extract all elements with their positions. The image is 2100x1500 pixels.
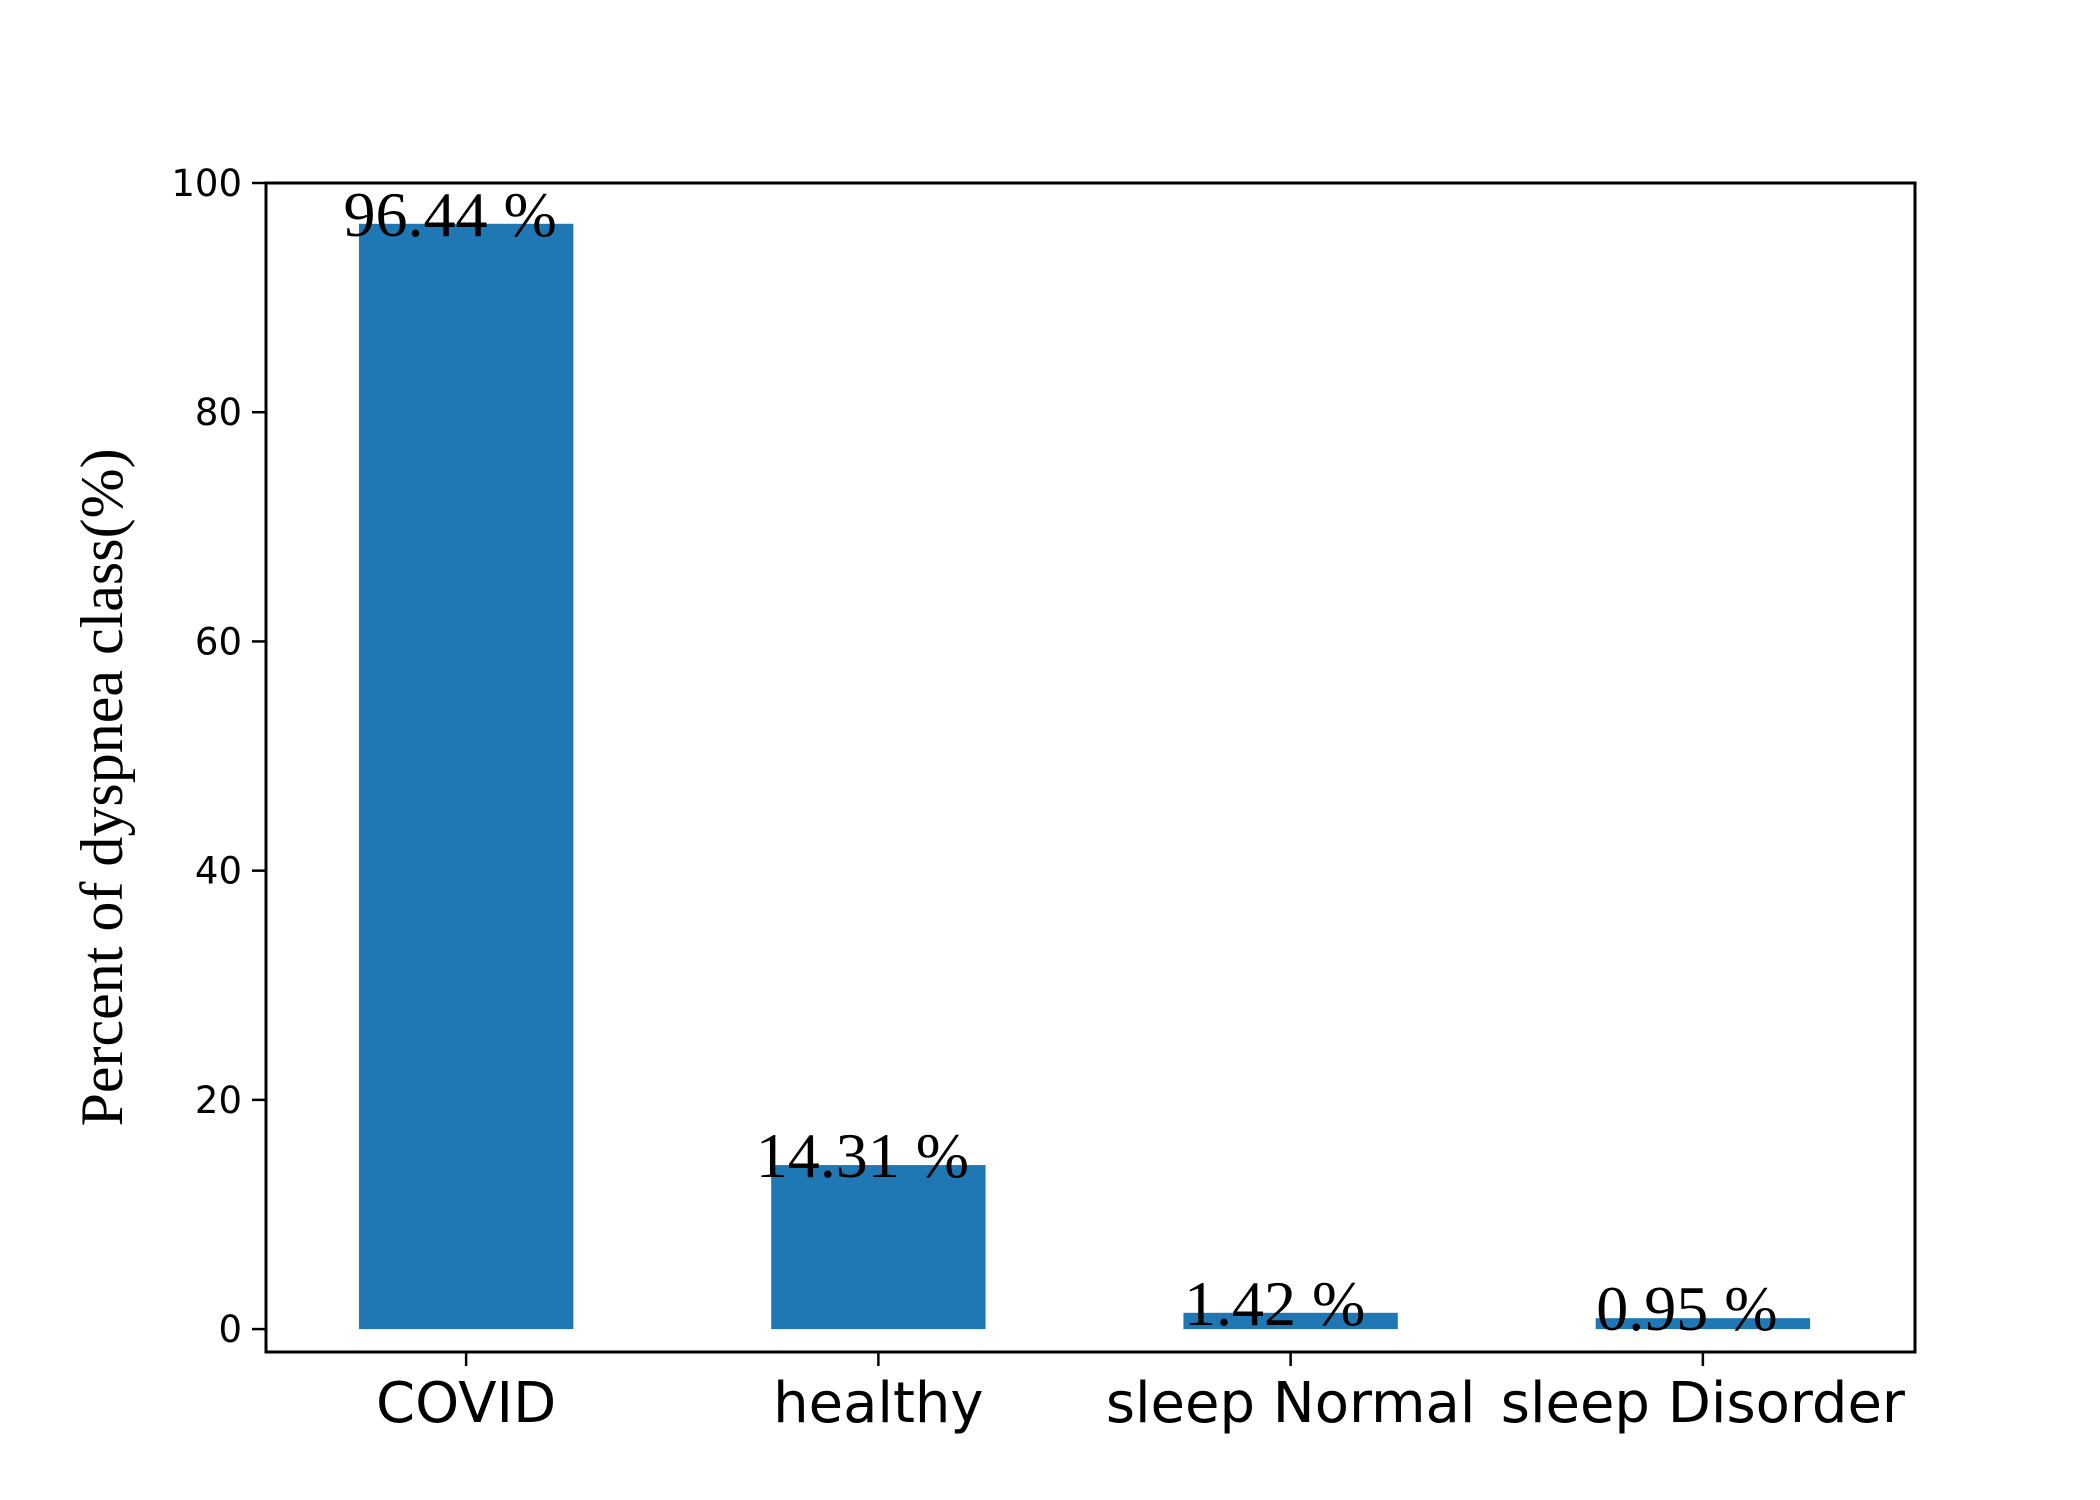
x-tick-label: sleep Normal <box>1106 1371 1476 1436</box>
bar-sleep-normal <box>1183 1312 1398 1330</box>
y-tick-label: 0 <box>218 1308 242 1351</box>
y-tick-label: 80 <box>195 391 242 434</box>
y-axis-ticks: 0 20 40 60 80 100 <box>171 162 266 1351</box>
x-tick-label: sleep Disorder <box>1501 1371 1906 1436</box>
plot-frame <box>264 181 1917 1354</box>
bar-value-label: 0.95 % <box>1596 1273 1777 1344</box>
bar-healthy <box>771 1165 986 1330</box>
y-tick-label: 40 <box>195 850 242 893</box>
bar-value-label: 14.31 % <box>756 1120 969 1191</box>
x-tick-label: healthy <box>773 1371 983 1436</box>
bars-group <box>358 223 1811 1330</box>
bar-covid <box>358 223 574 1330</box>
y-tick-label: 20 <box>195 1079 242 1122</box>
y-tick-label: 60 <box>195 620 242 663</box>
bar-value-label: 1.42 % <box>1184 1268 1365 1339</box>
y-tick-label: 100 <box>171 162 242 205</box>
bar-sleep-disorder <box>1595 1318 1811 1330</box>
x-tick-label: COVID <box>376 1371 556 1436</box>
y-axis-title: Percent of dyspnea class(%) <box>69 448 135 1126</box>
bar-value-label: 96.44 % <box>343 179 556 250</box>
x-axis-ticks: COVID healthy sleep Normal sleep Disorder <box>376 1352 1906 1436</box>
bar-value-labels: 96.44 % 14.31 % 1.42 % 0.95 % <box>343 179 1777 1344</box>
